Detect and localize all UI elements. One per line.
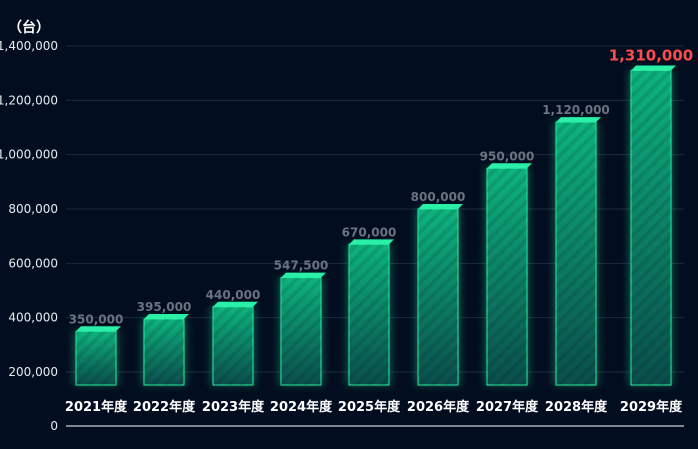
x-category-label: 2027年度 [476,399,539,415]
bar-stripes [631,70,671,385]
value-label: 800,000 [411,190,466,204]
bar-stripes [213,306,253,385]
y-tick-label: 1,000,000 [0,148,58,162]
bar-cap [418,204,463,209]
y-tick-label: 800,000 [8,202,58,216]
y-tick-label: 0 [50,419,58,433]
x-category-label: 2029年度 [620,399,683,415]
bar [554,117,601,386]
bar-stripes [76,331,116,385]
y-tick-label: 400,000 [8,311,58,325]
bar-cap [556,117,601,123]
y-axis-ticks: 0 200,000 400,000 600,000 800,000 1,000,000 1,… [0,39,58,433]
bar [279,272,326,386]
bar-cap [213,301,258,307]
bar-cap [144,314,189,320]
value-label: 440,000 [206,288,261,302]
bar-cap [349,239,394,245]
x-category-label: 2023年度 [202,399,265,415]
bar [416,204,463,386]
value-label: 395,000 [137,300,192,314]
x-category-label: 2028年度 [545,399,608,415]
bar-cap [631,65,676,71]
bar [211,301,258,386]
bar [142,314,189,386]
y-axis-unit-label: （台） [8,19,50,36]
bar-stripes [349,244,389,385]
bars: 350,000 395,000 440,000 547,500 670,000 800,0… [69,46,693,386]
bar [629,65,676,386]
x-category-label: 2025年度 [338,399,401,415]
x-category-label: 2026年度 [407,399,470,415]
bar-stripes [418,209,458,385]
x-category-label: 2022年度 [133,399,196,415]
bar-stripes [144,319,184,385]
bar-cap [281,272,326,278]
bar-cap [76,326,121,332]
value-label: 1,120,000 [542,103,610,117]
value-label: 547,500 [274,259,329,273]
x-axis-categories: 2021年度 2022年度 2023年度 2024年度 2025年度 2026年度 2027… [65,399,683,415]
value-label: 1,310,000 [609,46,693,64]
y-tick-label: 200,000 [8,365,58,379]
bar-stripes [281,277,321,385]
bar [347,239,394,386]
y-tick-label: 1,400,000 [0,39,58,53]
value-label: 950,000 [480,149,535,163]
bar [74,326,121,386]
value-label: 670,000 [342,225,397,239]
bar-stripes [487,168,527,385]
x-category-label: 2024年度 [270,399,333,415]
x-category-label: 2021年度 [65,399,128,415]
y-tick-label: 1,200,000 [0,93,58,107]
value-label: 350,000 [69,312,124,326]
bar-stripes [556,122,596,386]
y-tick-label: 600,000 [8,256,58,270]
bar-cap [487,163,532,169]
bar [485,163,532,386]
